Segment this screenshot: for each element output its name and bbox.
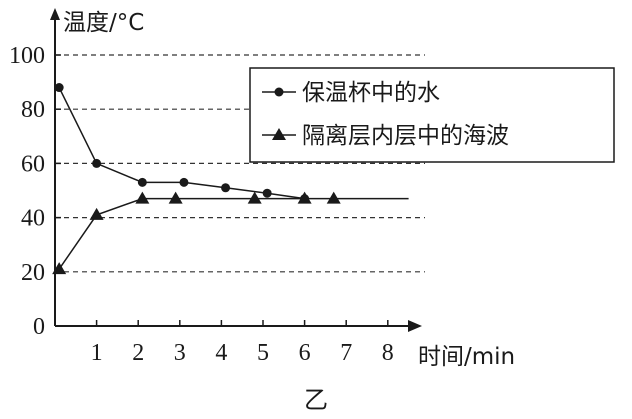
legend-box xyxy=(249,67,615,163)
y-tick-label: 40 xyxy=(21,206,45,232)
data-point-circle xyxy=(221,183,231,193)
legend-label-water: 保温杯中的水 xyxy=(302,80,440,106)
legend-marker-circle xyxy=(274,87,284,97)
x-tick-label: 8 xyxy=(382,340,394,366)
axes xyxy=(50,8,422,332)
x-tick-label: 2 xyxy=(132,340,144,366)
series-layer xyxy=(52,83,409,275)
ticks: 0 20 40 60 80 100 1 2 3 4 5 6 7 8 xyxy=(9,43,394,366)
x-tick-label: 1 xyxy=(91,340,103,366)
y-tick-label: 20 xyxy=(21,260,45,286)
data-point-circle xyxy=(179,177,189,187)
y-tick-label: 100 xyxy=(9,43,45,69)
data-point-triangle xyxy=(297,191,312,204)
x-tick-label: 4 xyxy=(215,340,227,366)
figure-caption: 乙 xyxy=(304,386,328,414)
y-tick-label: 80 xyxy=(21,97,45,123)
data-point-triangle xyxy=(326,191,341,204)
x-axis-title: 时间/min xyxy=(418,344,515,370)
data-point-triangle xyxy=(168,191,183,204)
data-point-circle xyxy=(92,158,102,168)
y-axis-title: 温度/°C xyxy=(63,10,144,36)
data-point-triangle xyxy=(247,191,262,204)
data-point-triangle xyxy=(52,262,67,275)
data-point-triangle xyxy=(135,191,150,204)
x-tick-label: 3 xyxy=(174,340,186,366)
y-axis-arrow xyxy=(50,8,60,20)
series-line-hypo xyxy=(58,197,409,270)
data-point-circle xyxy=(137,177,147,187)
data-point-circle xyxy=(54,83,64,93)
legend: 保温杯中的水 隔离层内层中的海波 xyxy=(249,67,615,163)
data-point-circle xyxy=(262,188,272,198)
x-axis-arrow xyxy=(408,320,422,332)
data-point-triangle xyxy=(89,207,104,220)
legend-label-hypo: 隔离层内层中的海波 xyxy=(302,123,509,149)
y-tick-label: 0 xyxy=(33,314,45,340)
x-tick-label: 6 xyxy=(299,340,311,366)
x-tick-label: 7 xyxy=(340,340,352,366)
y-tick-label: 60 xyxy=(21,151,45,177)
legend-marker-triangle xyxy=(272,128,286,140)
x-tick-label: 5 xyxy=(257,340,269,366)
